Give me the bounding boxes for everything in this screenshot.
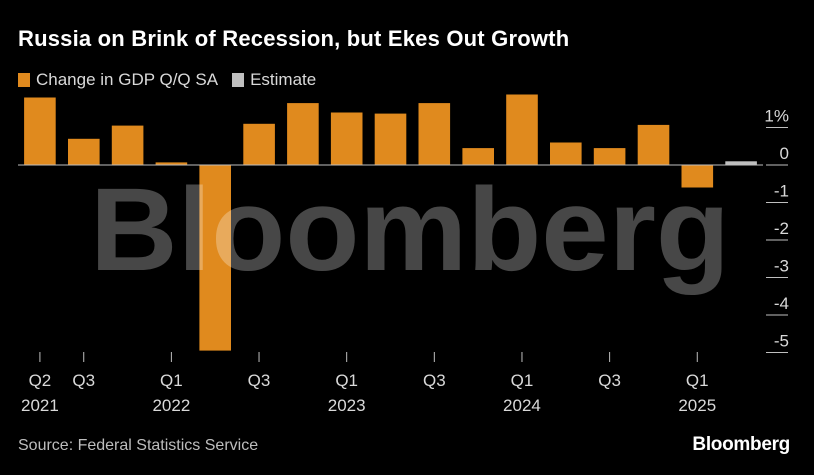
gdp-bar-q2-2022	[199, 165, 231, 351]
gdp-bar-q3-2023	[418, 103, 451, 165]
gdp-bar-q4-2024	[637, 124, 670, 165]
y-tick-label: -4	[774, 294, 789, 313]
gdp-bar-q4-2022	[287, 103, 319, 165]
y-tick-label: 1%	[764, 107, 789, 126]
legend-swatch-gdp	[18, 73, 30, 87]
legend-item-estimate: Estimate	[232, 70, 316, 90]
legend-swatch-estimate	[232, 73, 245, 87]
gdp-bar-q2-2021	[24, 97, 56, 165]
x-tick-label-quarter: Q3	[248, 371, 271, 390]
legend-label-estimate: Estimate	[250, 70, 317, 89]
x-tick-label-quarter: Q2	[29, 371, 52, 390]
gdp-bar-q3-2022	[243, 123, 275, 166]
x-tick-label-quarter: Q3	[72, 371, 95, 390]
x-tick-label-year: 2025	[678, 396, 716, 415]
x-tick-label-year: 2024	[503, 396, 541, 415]
legend: Change in GDP Q/Q SA Estimate	[18, 70, 330, 90]
estimate-bar-q2-2025	[725, 161, 757, 166]
x-tick-label-quarter: Q3	[598, 371, 621, 390]
gdp-bar-q1-2025	[681, 165, 714, 188]
x-tick-label-quarter: Q3	[423, 371, 446, 390]
y-tick-label: -1	[774, 182, 789, 201]
x-tick-label-quarter: Q1	[686, 371, 709, 390]
gdp-bar-q3-2021	[68, 138, 100, 166]
gdp-bar-q2-2023	[374, 113, 407, 165]
source-note: Source: Federal Statistics Service	[18, 437, 259, 454]
x-tick-label-year: 2021	[21, 396, 59, 415]
gdp-bar-q1-2023	[330, 112, 363, 165]
gdp-bar-q1-2022	[155, 162, 188, 165]
gdp-bar-q4-2021	[111, 125, 144, 165]
gdp-bar-q1-2024	[506, 94, 538, 165]
x-tick-label-quarter: Q1	[335, 371, 358, 390]
legend-item-gdp: Change in GDP Q/Q SA	[18, 70, 218, 90]
y-tick-label: 0	[780, 144, 789, 163]
chart-title: Russia on Brink of Recession, but Ekes O…	[18, 26, 570, 51]
y-tick-label: -3	[774, 257, 789, 276]
legend-label-gdp: Change in GDP Q/Q SA	[36, 70, 219, 89]
x-tick-label-quarter: Q1	[160, 371, 183, 390]
y-tick-label: -5	[774, 332, 789, 351]
gdp-bar-q3-2024	[593, 148, 626, 165]
gdp-bar-q4-2023	[462, 148, 494, 165]
y-tick-label: -2	[774, 219, 789, 238]
x-tick-label-year: 2022	[152, 396, 190, 415]
x-tick-label-quarter: Q1	[511, 371, 534, 390]
x-tick-label-year: 2023	[328, 396, 366, 415]
gdp-bar-q2-2024	[550, 142, 582, 165]
bloomberg-logo: Bloomberg	[692, 434, 790, 455]
